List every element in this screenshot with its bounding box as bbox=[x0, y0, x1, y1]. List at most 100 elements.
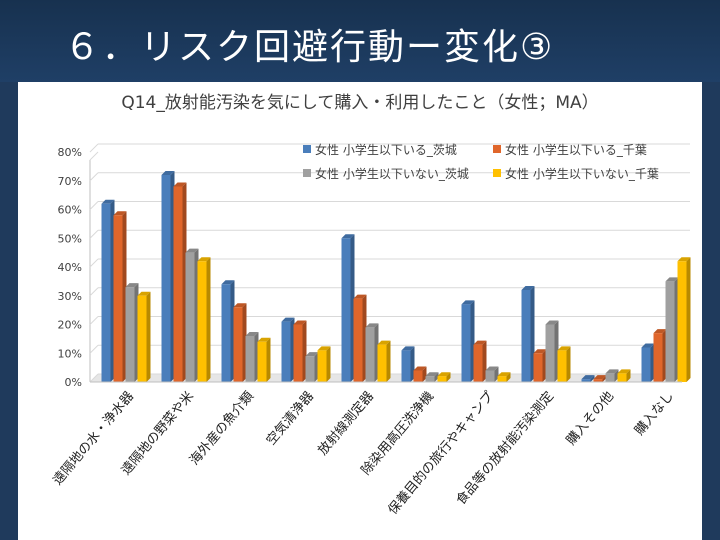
bar-top bbox=[161, 171, 175, 175]
bar-top bbox=[137, 291, 151, 296]
x-tick-label: 海外産の魚介類 bbox=[186, 388, 257, 468]
bar bbox=[497, 376, 507, 382]
bar-top bbox=[245, 332, 259, 336]
slide-header: ６．リスク回避行動ー変化③ bbox=[0, 0, 720, 82]
bar-top bbox=[641, 343, 655, 348]
bar-side bbox=[686, 257, 691, 382]
gridline-depth bbox=[89, 172, 99, 182]
bar bbox=[677, 261, 687, 382]
legend-swatch bbox=[303, 169, 311, 177]
legend-label: 女性 小学生以下いない_茨城 bbox=[315, 166, 469, 181]
chart-panel: Q14_放射能汚染を気にして購入・利用したこと（女性；MA） 0% 10% 20% 30… bbox=[18, 82, 702, 540]
bar bbox=[125, 287, 135, 382]
gridline-depth bbox=[89, 316, 99, 325]
bar-side bbox=[506, 372, 511, 382]
legend-swatch bbox=[303, 145, 311, 153]
bar bbox=[473, 344, 483, 382]
bar bbox=[413, 370, 423, 382]
bar bbox=[173, 186, 183, 382]
bar bbox=[365, 327, 375, 382]
bar bbox=[593, 379, 603, 382]
bar bbox=[461, 304, 471, 382]
bar-top bbox=[413, 366, 427, 371]
bar bbox=[317, 350, 327, 382]
bar-top bbox=[173, 182, 187, 187]
y-tick-label: 40% bbox=[58, 261, 82, 274]
bar bbox=[341, 238, 351, 382]
bar-side bbox=[590, 375, 595, 382]
bar bbox=[641, 347, 651, 382]
bar bbox=[521, 290, 531, 382]
y-tick-label: 10% bbox=[58, 347, 82, 360]
x-tick-label: 購入その他 bbox=[564, 389, 617, 448]
bar bbox=[377, 344, 387, 382]
bar-side bbox=[206, 257, 211, 382]
bar-top bbox=[305, 352, 319, 357]
slide-title: ６．リスク回避行動ー変化③ bbox=[64, 27, 555, 68]
y-tick-label: 60% bbox=[58, 204, 82, 217]
legend-label: 女性 小学生以下いる_千葉 bbox=[505, 142, 647, 157]
bar-side bbox=[626, 369, 631, 382]
bar-side bbox=[266, 337, 271, 382]
bar-top bbox=[545, 320, 559, 325]
bar-side bbox=[446, 372, 451, 382]
bar-top bbox=[653, 329, 667, 334]
gridline-depth bbox=[89, 373, 99, 383]
bar-top bbox=[521, 286, 535, 290]
legend-swatch bbox=[493, 169, 501, 177]
bar bbox=[425, 376, 435, 382]
bar-top bbox=[533, 349, 547, 354]
bar bbox=[161, 175, 171, 382]
bar-side bbox=[146, 291, 151, 382]
bar bbox=[245, 336, 255, 382]
bar-top bbox=[605, 369, 619, 374]
bar bbox=[113, 215, 123, 382]
bar-top bbox=[341, 234, 355, 239]
bar bbox=[233, 307, 243, 382]
bar-side bbox=[434, 372, 439, 382]
y-tick-label: 30% bbox=[58, 290, 82, 303]
bar-top bbox=[221, 280, 235, 285]
bar-top bbox=[581, 375, 595, 380]
bar bbox=[281, 321, 291, 382]
gridline-depth bbox=[89, 143, 99, 153]
bar bbox=[305, 356, 315, 382]
bar-top bbox=[473, 340, 487, 345]
x-tick-label: 購入なし bbox=[632, 389, 677, 438]
legend-swatch bbox=[493, 145, 501, 153]
bar-top bbox=[101, 199, 115, 204]
x-tick-label: 保養目的の旅行やキャンプ bbox=[385, 388, 497, 518]
legend-label: 女性 小学生以下いない_千葉 bbox=[505, 166, 659, 181]
bar-top bbox=[257, 337, 271, 342]
bar bbox=[197, 261, 207, 382]
x-tick-label: 放射線測定器 bbox=[315, 388, 377, 458]
bar bbox=[533, 353, 543, 382]
bar bbox=[605, 373, 615, 382]
bar-side bbox=[326, 346, 331, 382]
y-tick-label: 20% bbox=[58, 319, 82, 332]
bar-top bbox=[425, 372, 439, 377]
bar-top bbox=[377, 340, 391, 345]
bar-top bbox=[497, 372, 511, 377]
gridline-depth bbox=[89, 201, 99, 210]
bar bbox=[581, 379, 591, 382]
bar bbox=[101, 203, 111, 382]
bar-top bbox=[353, 294, 367, 299]
bar-top bbox=[461, 300, 475, 305]
y-tick-label: 80% bbox=[58, 146, 82, 159]
bar-top bbox=[185, 248, 199, 253]
x-tick-label: 空気清浄器 bbox=[263, 388, 317, 448]
gridline-depth bbox=[89, 258, 99, 268]
bar-side bbox=[386, 340, 391, 382]
bar-top bbox=[365, 323, 379, 328]
bar-top bbox=[617, 369, 631, 374]
gridline-depth bbox=[89, 229, 99, 239]
gridline-depth bbox=[89, 287, 99, 297]
bar-top bbox=[293, 320, 307, 325]
bar-top bbox=[281, 317, 295, 322]
bar-chart: Q14_放射能汚染を気にして購入・利用したこと（女性；MA） 0% 10% 20% 30… bbox=[50, 93, 691, 518]
bar-top bbox=[113, 211, 127, 216]
bar-top bbox=[485, 366, 499, 371]
bar bbox=[437, 376, 447, 382]
bar-top bbox=[437, 372, 451, 377]
